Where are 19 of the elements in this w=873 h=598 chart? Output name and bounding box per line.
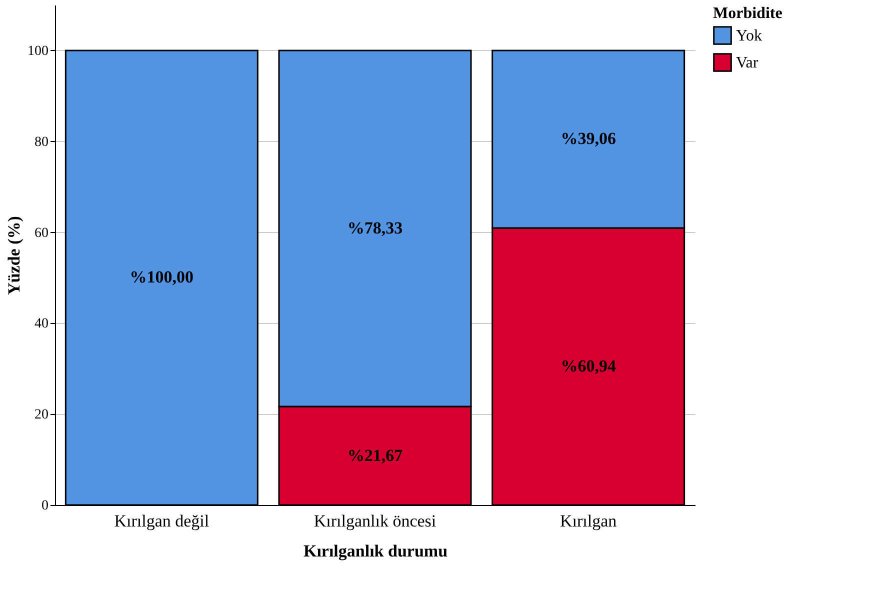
y-axis-title: Yüzde (%) xyxy=(4,216,24,295)
y-tick-label: 40 xyxy=(34,316,48,332)
x-tick-label: Kırılgan değil xyxy=(114,512,210,530)
data-label: %78,33 xyxy=(347,218,403,238)
y-tick-label: 0 xyxy=(42,498,48,514)
x-tick-label: Kırılgan xyxy=(560,512,618,530)
x-tick-label: Kırılganlık öncesi xyxy=(314,512,436,530)
legend-label: Yok xyxy=(736,28,762,44)
y-tick-label: 60 xyxy=(34,226,48,241)
y-tick-label: 100 xyxy=(28,44,48,59)
data-label: %21,67 xyxy=(347,446,404,465)
data-label: %60,94 xyxy=(560,356,616,376)
data-label: %39,06 xyxy=(560,129,616,148)
y-tick-label: 20 xyxy=(34,408,48,423)
data-label: %100,00 xyxy=(130,268,194,287)
y-tick-label: 80 xyxy=(34,134,48,150)
legend-title: Morbidite xyxy=(713,5,782,22)
legend-label: Var xyxy=(736,54,759,72)
x-axis-title: Kırılganlık durumu xyxy=(303,542,448,560)
